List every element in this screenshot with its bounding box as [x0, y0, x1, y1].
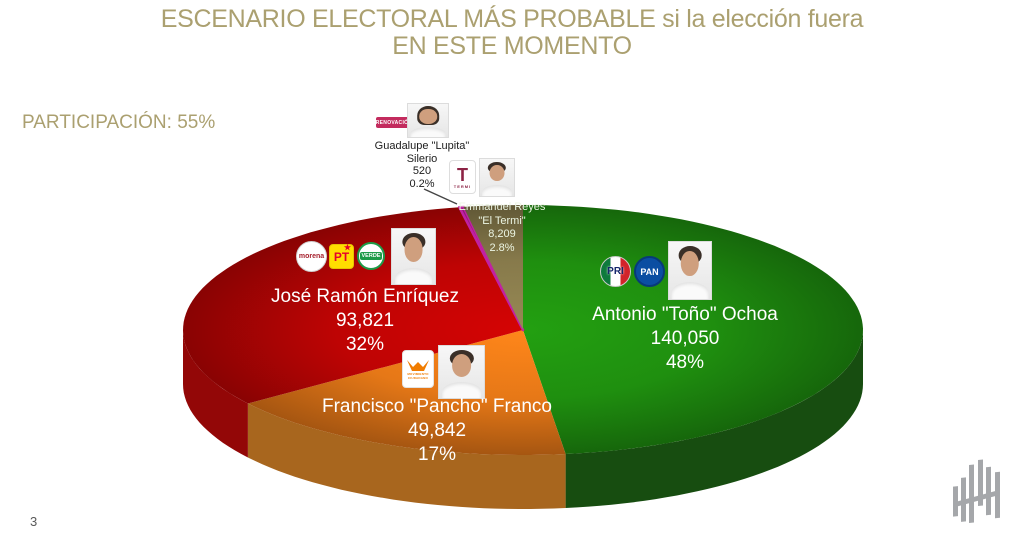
label-francisco-franco: Francisco "Pancho" Franco 49,842 17% [312, 395, 562, 467]
pie-slice [247, 330, 566, 455]
pie-slice [183, 207, 523, 404]
mc-eagle-icon [407, 360, 429, 371]
termi-caption: TERMI [453, 183, 472, 189]
movimiento-ciudadano-party-logo: MOVIMIENTO CIUDADANO [402, 350, 434, 388]
participation-label: PARTICIPACIÓN: 55% [22, 112, 216, 133]
candidate-name: Antonio "Toño" Ochoa [592, 304, 778, 325]
verde-label: VERDE [359, 252, 383, 260]
verde-party-logo: VERDE [357, 242, 385, 270]
avatar-head [489, 164, 505, 182]
label-emmanuel-reyes: Emmanuel Reyes "El Termi" 8,209 2.8% [442, 201, 562, 255]
pri-label: PRI [607, 266, 624, 277]
photo-antonio-ochoa [668, 241, 712, 300]
candidate-name-2: Silerio [406, 152, 438, 165]
morena-party-logo: morena [296, 241, 327, 272]
photo-emmanuel-reyes [479, 158, 515, 197]
label-jose-ramon-enriquez: José Ramón Enríquez 93,821 32% [240, 285, 490, 357]
avatar-shirt [671, 281, 709, 299]
termi-letter: T [457, 164, 468, 185]
pt-party-logo: PT ★ [329, 243, 354, 269]
pie-slice [463, 205, 523, 330]
pt-star-icon: ★ [343, 243, 351, 252]
pan-party-logo: PAN [634, 256, 665, 287]
candidate-votes: 8,209 [488, 228, 516, 240]
candidate-name: José Ramón Enríquez [271, 286, 459, 307]
candidate-votes: 140,050 [650, 328, 720, 349]
candidate-votes: 520 [412, 165, 432, 177]
candidate-pct: 48% [665, 352, 705, 373]
mc-caption: MOVIMIENTO CIUDADANO [407, 372, 429, 380]
page-title-line2: EN ESTE MOMENTO [392, 32, 632, 60]
candidate-pct: 2.8% [489, 241, 515, 254]
candidate-pct: 0.2% [409, 177, 435, 190]
morena-label: morena [298, 253, 325, 260]
label-guadalupe-silerio: Guadalupe "Lupita" Silerio 520 0.2% [352, 140, 492, 190]
pie-slice-side [183, 330, 248, 458]
avatar-shirt [410, 127, 446, 137]
avatar-shirt [394, 267, 433, 284]
photo-guadalupe-silerio [407, 103, 449, 138]
pie-slice-side [565, 330, 863, 508]
renovacion-label: RENOVACIÓN [375, 119, 413, 126]
publisher-logo-icon [953, 459, 1000, 524]
photo-francisco-franco [438, 345, 485, 399]
candidate-pct: 17% [417, 444, 457, 465]
candidate-name-2: "El Termi" [478, 214, 526, 227]
pan-label: PAN [640, 266, 659, 277]
candidate-pct: 32% [345, 334, 385, 355]
photo-jose-ramon-enriquez [391, 228, 436, 285]
page-title: ESCENARIO ELECTORAL MÁS PROBABLE si la e… [0, 6, 1024, 60]
avatar-head [419, 108, 437, 124]
candidate-name: Emmanuel Reyes [458, 201, 546, 213]
page-number: 3 [30, 514, 38, 529]
avatar-head [451, 353, 472, 378]
leader-line [423, 188, 458, 205]
candidate-name: Guadalupe "Lupita" [374, 140, 470, 152]
renovacion-party-logo: RENOVACIÓN [376, 117, 412, 128]
candidate-name: Francisco "Pancho" Franco [322, 396, 552, 417]
candidate-votes: 93,821 [335, 310, 395, 331]
pie-slice-side [247, 403, 566, 509]
page-title-line1: ESCENARIO ELECTORAL MÁS PROBABLE si la e… [160, 5, 864, 33]
avatar-shirt [441, 382, 482, 398]
avatar-head [680, 250, 700, 277]
termi-party-logo: T TERMI [449, 160, 476, 194]
pt-label: PT [333, 249, 350, 264]
label-antonio-ochoa: Antonio "Toño" Ochoa 140,050 48% [560, 303, 810, 375]
pri-party-logo: PRI [600, 256, 631, 287]
avatar-head [404, 237, 423, 262]
candidate-votes: 49,842 [407, 420, 467, 441]
avatar-shirt [482, 184, 512, 196]
